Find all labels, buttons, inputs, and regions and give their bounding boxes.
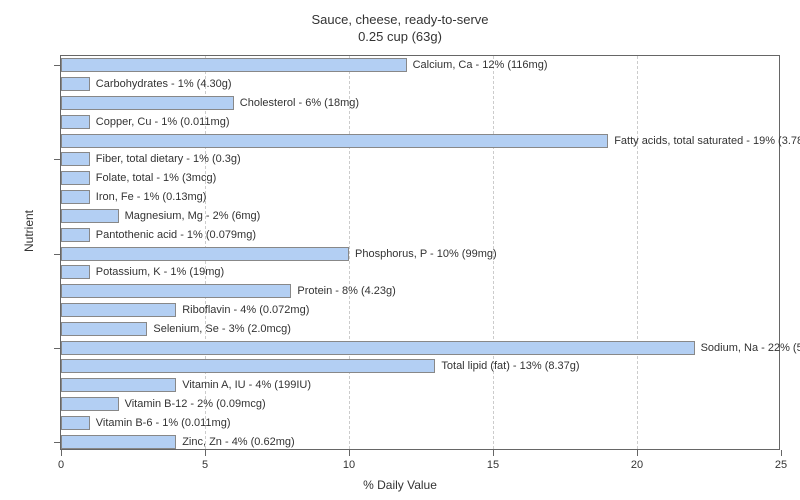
x-tick-label: 20 [631, 459, 643, 471]
y-tick [54, 159, 60, 160]
bar-label: Zinc, Zn - 4% (0.62mg) [176, 435, 294, 449]
x-tick-label: 25 [775, 459, 787, 471]
y-tick [54, 348, 60, 349]
bar [61, 341, 695, 355]
x-tick [61, 450, 62, 456]
chart-title-line1: Sauce, cheese, ready-to-serve [0, 12, 800, 29]
bar-label: Vitamin B-12 - 2% (0.09mcg) [119, 397, 266, 411]
bar-label: Copper, Cu - 1% (0.011mg) [90, 115, 230, 129]
bar [61, 359, 435, 373]
x-tick [493, 450, 494, 456]
bar [61, 96, 234, 110]
bar [61, 303, 176, 317]
bar-label: Fatty acids, total saturated - 19% (3.78… [608, 134, 800, 148]
bar [61, 284, 291, 298]
bar [61, 58, 407, 72]
bar [61, 171, 90, 185]
bar [61, 134, 608, 148]
x-axis-label: % Daily Value [363, 478, 437, 492]
y-tick [54, 254, 60, 255]
x-tick-label: 15 [487, 459, 499, 471]
nutrient-chart: Sauce, cheese, ready-to-serve 0.25 cup (… [0, 0, 800, 500]
x-tick [637, 450, 638, 456]
bar [61, 322, 147, 336]
bar-label: Pantothenic acid - 1% (0.079mg) [90, 228, 256, 242]
bar [61, 228, 90, 242]
bar-label: Selenium, Se - 3% (2.0mcg) [147, 322, 291, 336]
bar [61, 378, 176, 392]
bar-label: Calcium, Ca - 12% (116mg) [407, 58, 548, 72]
plot-area: 0510152025Calcium, Ca - 12% (116mg)Carbo… [60, 55, 780, 450]
bar-label: Phosphorus, P - 10% (99mg) [349, 247, 497, 261]
y-tick [54, 442, 60, 443]
gridline [637, 56, 638, 449]
bar [61, 77, 90, 91]
x-tick [205, 450, 206, 456]
bar-label: Vitamin A, IU - 4% (199IU) [176, 378, 311, 392]
bar [61, 265, 90, 279]
x-tick [349, 450, 350, 456]
bar [61, 152, 90, 166]
bar-label: Protein - 8% (4.23g) [291, 284, 395, 298]
y-axis-label: Nutrient [22, 210, 36, 252]
bar-label: Cholesterol - 6% (18mg) [234, 96, 359, 110]
bar [61, 190, 90, 204]
bar [61, 209, 119, 223]
y-tick [54, 65, 60, 66]
bar-label: Total lipid (fat) - 13% (8.37g) [435, 359, 579, 373]
x-tick-label: 0 [58, 459, 64, 471]
bar [61, 247, 349, 261]
bar [61, 115, 90, 129]
bar-label: Riboflavin - 4% (0.072mg) [176, 303, 309, 317]
bar [61, 397, 119, 411]
bar [61, 435, 176, 449]
bar-label: Magnesium, Mg - 2% (6mg) [119, 209, 261, 223]
bar-label: Sodium, Na - 22% (522mg) [695, 341, 800, 355]
chart-title-group: Sauce, cheese, ready-to-serve 0.25 cup (… [0, 0, 800, 46]
chart-title-line2: 0.25 cup (63g) [0, 29, 800, 46]
bar-label: Potassium, K - 1% (19mg) [90, 265, 224, 279]
bar [61, 416, 90, 430]
bar-label: Fiber, total dietary - 1% (0.3g) [90, 152, 241, 166]
bar-label: Vitamin B-6 - 1% (0.011mg) [90, 416, 231, 430]
bar-label: Iron, Fe - 1% (0.13mg) [90, 190, 207, 204]
bar-label: Folate, total - 1% (3mcg) [90, 171, 216, 185]
x-tick-label: 5 [202, 459, 208, 471]
bar-label: Carbohydrates - 1% (4.30g) [90, 77, 232, 91]
x-tick [781, 450, 782, 456]
x-tick-label: 10 [343, 459, 355, 471]
